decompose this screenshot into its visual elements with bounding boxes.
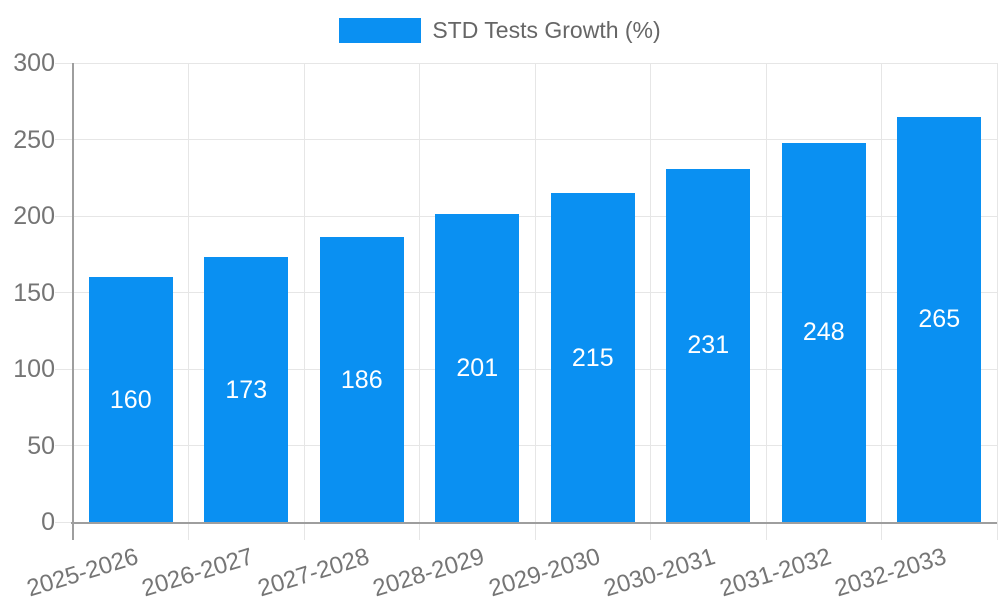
y-axis-tick-label: 200 xyxy=(13,202,55,230)
x-axis-tick-label: 2025-2026 xyxy=(23,543,142,600)
gridline-horizontal xyxy=(55,445,997,446)
bar-value-label: 160 xyxy=(109,385,152,414)
y-axis-tick-label: 250 xyxy=(13,125,55,154)
gridline-vertical xyxy=(650,63,651,540)
x-axis-tick-label: 2029-2030 xyxy=(485,543,604,600)
x-axis-line xyxy=(71,521,997,524)
y-axis-tick-label: 0 xyxy=(41,508,55,536)
bar-value-label: 201 xyxy=(456,354,499,383)
bar-value-label: 248 xyxy=(802,318,845,347)
y-axis-tick-label: 50 xyxy=(27,431,55,460)
y-axis-line xyxy=(71,63,74,540)
legend-swatch xyxy=(339,18,422,43)
gridline-horizontal xyxy=(55,139,997,140)
bar: 215 xyxy=(550,193,635,522)
x-axis-tick-label: 2032-2033 xyxy=(832,543,950,600)
y-axis-tick-label: 150 xyxy=(13,278,55,307)
gridline-horizontal xyxy=(55,368,997,370)
bar: 231 xyxy=(666,168,751,522)
bar: 173 xyxy=(204,257,289,522)
bar: 160 xyxy=(88,277,173,522)
x-axis-tick-label: 2027-2028 xyxy=(254,543,373,600)
legend: STD Tests Growth (%) xyxy=(0,18,1000,43)
bar-value-label: 173 xyxy=(225,375,268,404)
bar: 186 xyxy=(319,237,404,522)
gridline-horizontal xyxy=(55,62,997,64)
gridline-horizontal xyxy=(55,215,997,217)
bar-value-label: 215 xyxy=(571,343,614,372)
gridline-horizontal xyxy=(55,292,997,293)
bar-value-label: 231 xyxy=(687,331,730,360)
legend-label: STD Tests Growth (%) xyxy=(432,17,661,43)
x-axis-tick-label: 2030-2031 xyxy=(601,543,719,600)
bar: 201 xyxy=(435,214,520,522)
bar-value-label: 186 xyxy=(340,365,383,394)
y-axis-tick-label: 100 xyxy=(13,355,55,383)
x-axis-tick-label: 2028-2029 xyxy=(370,543,488,600)
x-axis-tick-label: 2031-2032 xyxy=(716,543,835,600)
gridline-vertical xyxy=(881,63,882,540)
bar-value-label: 265 xyxy=(918,305,961,334)
bar: 265 xyxy=(897,116,982,522)
y-axis-tick-label: 300 xyxy=(13,49,55,77)
gridline-vertical xyxy=(419,63,420,540)
gridline-vertical xyxy=(534,63,536,540)
gridline-vertical xyxy=(996,63,998,540)
gridline-vertical xyxy=(188,63,189,540)
x-axis-tick-label: 2026-2027 xyxy=(139,543,257,600)
gridline-vertical xyxy=(303,63,305,540)
gridline-vertical xyxy=(765,63,767,540)
bar: 248 xyxy=(781,142,866,522)
